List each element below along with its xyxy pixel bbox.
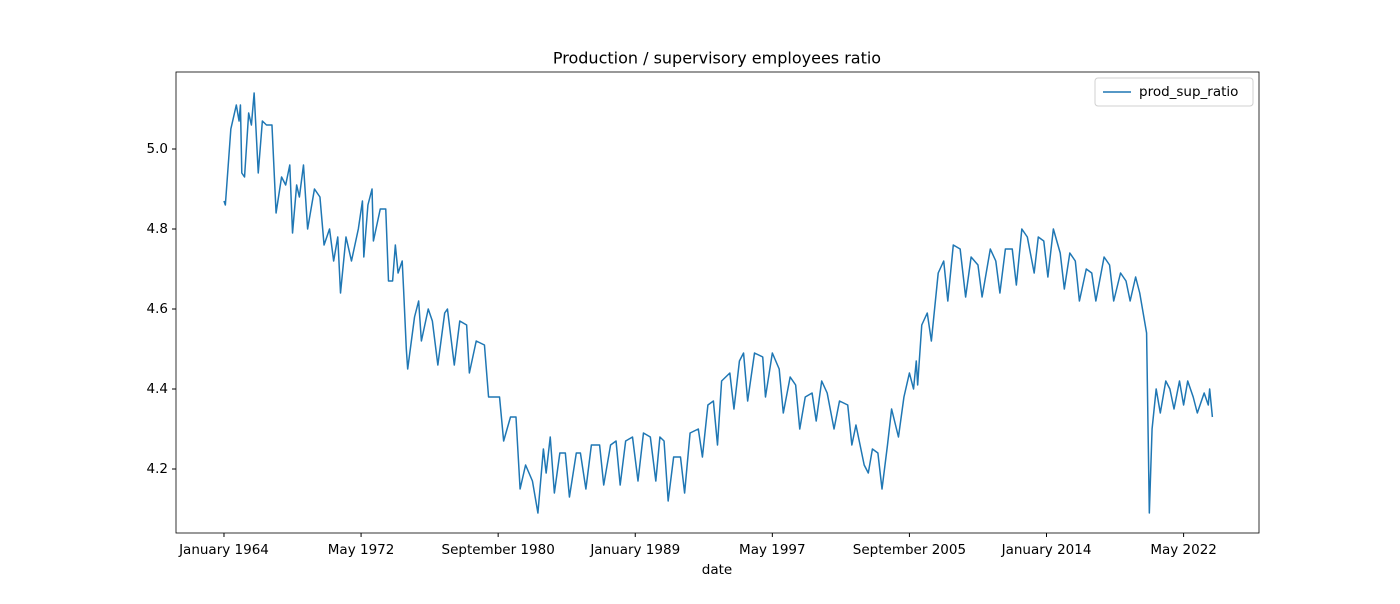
chart-title: Production / supervisory employees ratio — [553, 49, 881, 68]
axes-frame — [175, 71, 1260, 534]
legend-box — [1094, 77, 1254, 107]
x-tick-label: May 1997 — [739, 542, 806, 558]
y-tick-label: 4.8 — [147, 221, 168, 237]
data-line — [223, 92, 1214, 514]
x-tick-label: January 1989 — [589, 542, 680, 558]
x-tick-label: September 2005 — [853, 542, 966, 558]
y-tick-label: 4.2 — [147, 461, 168, 477]
y-tick-label: 5.0 — [147, 141, 168, 157]
x-tick-label: May 2022 — [1150, 542, 1217, 558]
y-tick-label: 4.6 — [147, 301, 168, 317]
x-tick-label: January 2014 — [1001, 542, 1092, 558]
x-tick-label: May 1972 — [328, 542, 395, 558]
x-tick-label: January 1964 — [178, 542, 269, 558]
legend-label: prod_sup_ratio — [1139, 84, 1238, 100]
y-tick-label: 4.4 — [147, 381, 168, 397]
x-tick-label: September 1980 — [442, 542, 555, 558]
x-axis-label: date — [702, 562, 732, 578]
